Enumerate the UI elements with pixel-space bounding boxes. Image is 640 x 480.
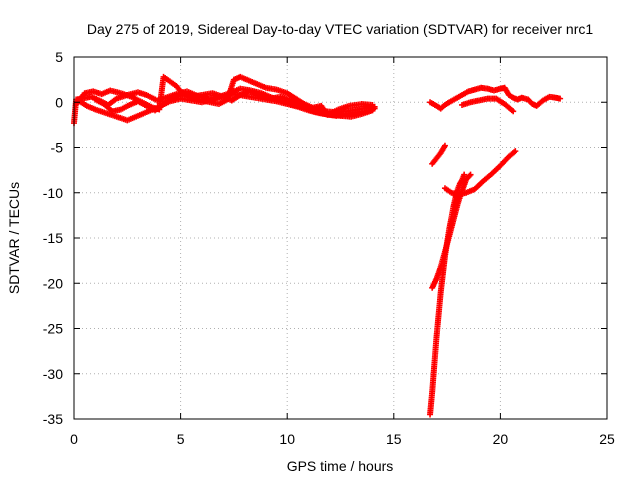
y-tick-label: -10 (43, 185, 63, 201)
x-tick-label: 0 (70, 431, 78, 447)
x-tick-label: 5 (177, 431, 185, 447)
data-point (557, 95, 564, 102)
data-point (467, 171, 474, 178)
series-late-upper (427, 84, 564, 112)
data-point (441, 142, 448, 149)
x-tick-label: 15 (386, 431, 402, 447)
data-points (71, 73, 564, 418)
y-tick-label: -30 (43, 366, 63, 382)
data-point (510, 108, 517, 115)
x-tick-label: 20 (493, 431, 509, 447)
series-early-4 (92, 88, 378, 119)
y-tick-label: -25 (43, 321, 63, 337)
data-point (371, 105, 378, 112)
chart-title: Day 275 of 2019, Sidereal Day-to-day VTE… (87, 21, 593, 37)
y-tick-label: 0 (55, 94, 63, 110)
data-point (461, 171, 468, 178)
y-tick-label: 5 (55, 49, 63, 65)
x-tick-label: 25 (599, 431, 615, 447)
y-axis-label: SDTVAR / TECUs (6, 182, 22, 294)
y-tick-label: -20 (43, 275, 63, 291)
axis-ticks: 0 5 10 15 20 25 5 0 -5 -10 -15 -20 -25 -30 -35 (43, 49, 615, 447)
y-tick-label: -35 (43, 411, 63, 427)
series-late-steep (427, 171, 468, 418)
series-late-diagonal (429, 171, 474, 291)
data-point (466, 172, 473, 179)
series-early-3 (73, 73, 376, 118)
series-late-rising (441, 148, 519, 198)
data-point (512, 148, 519, 155)
series-late-short (429, 142, 448, 167)
y-tick-label: -5 (51, 140, 64, 156)
x-axis-label: GPS time / hours (287, 458, 394, 474)
x-tick-label: 10 (279, 431, 295, 447)
series-late-lower (459, 95, 517, 115)
y-tick-label: -15 (43, 230, 63, 246)
